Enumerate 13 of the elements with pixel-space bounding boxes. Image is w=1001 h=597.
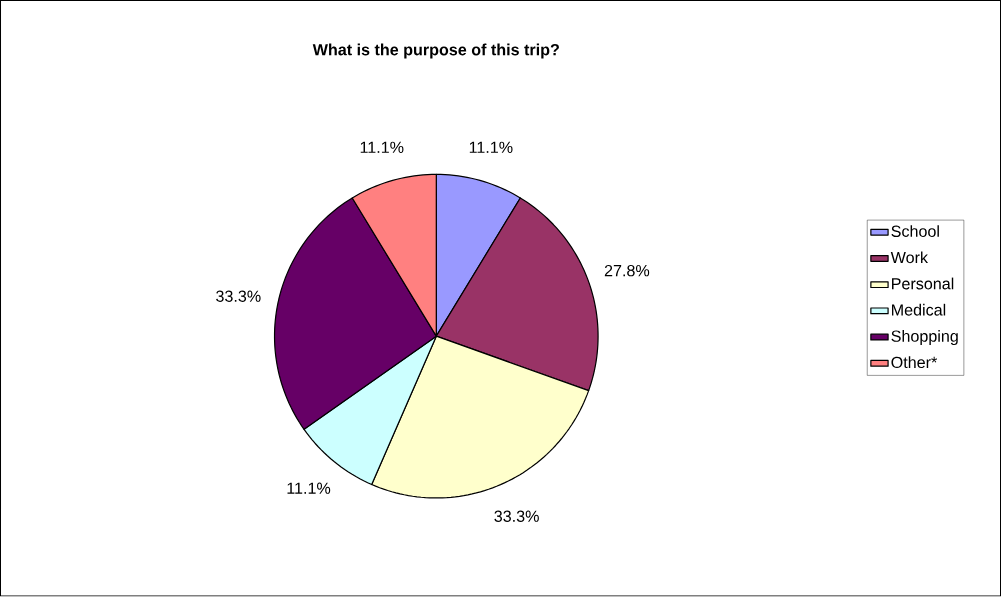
legend-label: School (891, 225, 939, 238)
legend-label: Medical (892, 304, 946, 316)
legend-label: Personal (892, 277, 954, 290)
legend-label: Other* (891, 356, 938, 369)
legend-label: Shopping (891, 330, 958, 346)
data-label: 33.3% (216, 290, 261, 303)
data-label: 11.1% (360, 141, 404, 154)
data-label: 11.1% (287, 482, 331, 495)
data-label: 11.1% (469, 141, 513, 154)
data-label: 33.3% (494, 510, 539, 523)
chart-title: What is the purpose of this trip? (312, 43, 559, 59)
data-label: 27.8% (604, 265, 650, 277)
legend-label: Work (890, 251, 929, 264)
